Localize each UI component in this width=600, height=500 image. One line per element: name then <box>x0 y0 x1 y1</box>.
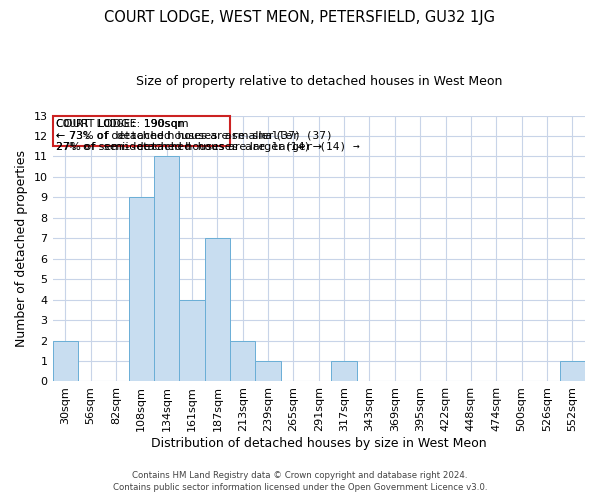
Text: Contains HM Land Registry data © Crown copyright and database right 2024.
Contai: Contains HM Land Registry data © Crown c… <box>113 471 487 492</box>
Bar <box>560 361 585 382</box>
Bar <box>128 198 154 382</box>
Bar <box>154 156 179 382</box>
Title: Size of property relative to detached houses in West Meon: Size of property relative to detached ho… <box>136 75 502 88</box>
Bar <box>256 361 281 382</box>
Bar <box>179 300 205 382</box>
X-axis label: Distribution of detached houses by size in West Meon: Distribution of detached houses by size … <box>151 437 487 450</box>
Bar <box>205 238 230 382</box>
FancyBboxPatch shape <box>53 116 230 146</box>
Bar <box>53 340 78 382</box>
Text: COURT LODGE: 190sqm
← 73% of detached houses are smaller (37)
27% of semi-detach: COURT LODGE: 190sqm ← 73% of detached ho… <box>56 118 322 152</box>
Text: COURT LODGE: 190sqm
← 73% of detached houses are smaller (37)
27% of semi-detach: COURT LODGE: 190sqm ← 73% of detached ho… <box>56 118 360 152</box>
Text: COURT LODGE, WEST MEON, PETERSFIELD, GU32 1JG: COURT LODGE, WEST MEON, PETERSFIELD, GU3… <box>104 10 496 25</box>
Bar <box>230 340 256 382</box>
Bar <box>331 361 357 382</box>
Y-axis label: Number of detached properties: Number of detached properties <box>15 150 28 347</box>
